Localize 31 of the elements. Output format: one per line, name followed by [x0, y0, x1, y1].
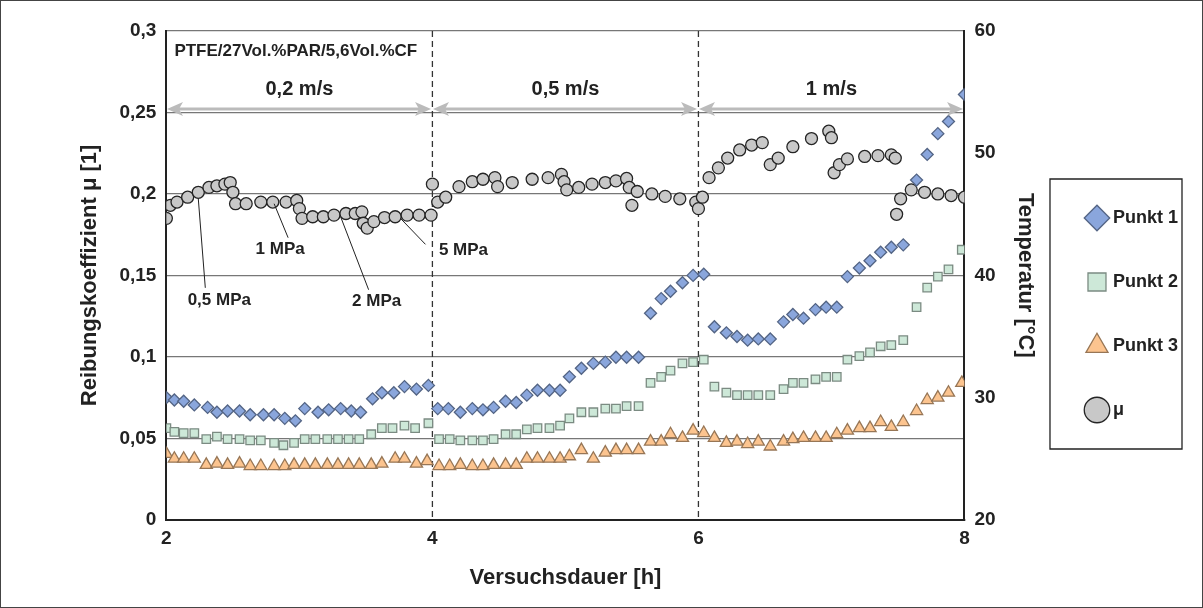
annotation: 0,5 m/s	[531, 76, 600, 99]
annotation: 5 MPa	[438, 240, 489, 260]
y-tick-label: 0,25	[119, 100, 157, 122]
legend-label: Punkt 2	[1112, 270, 1178, 291]
y2-tick-label: 60	[974, 19, 996, 41]
annotation: 1 MPa	[255, 239, 306, 259]
x-tick-label: 2	[161, 527, 172, 549]
annotation: 1 m/s	[805, 76, 858, 99]
y-tick-label: 0,2	[129, 182, 157, 204]
y2-tick-label: 50	[974, 141, 996, 163]
annotation: 0,2 m/s	[265, 76, 334, 99]
x-tick-label: 4	[427, 527, 439, 549]
x-axis-title: Versuchsdauer [h]	[469, 563, 662, 589]
legend-label: Punkt 3	[1112, 334, 1178, 355]
y-axis-title: Reibungskoeffizient μ [1]	[76, 144, 102, 407]
annotation: 0,5 MPa	[187, 289, 252, 309]
annotation: PTFE/27Vol.%PAR/5,6Vol.%CF	[174, 40, 418, 60]
legend-label: μ	[1112, 398, 1124, 419]
y-tick-label: 0,15	[119, 263, 157, 285]
x-tick-label: 6	[693, 527, 704, 549]
y-tick-label: 0,3	[129, 19, 157, 41]
y-tick-label: 0	[145, 508, 157, 530]
x-tick-label: 8	[959, 527, 970, 549]
legend-label: Punkt 1	[1112, 206, 1178, 227]
y2-tick-label: 20	[974, 508, 996, 530]
y-tick-label: 0,05	[119, 426, 157, 448]
y2-tick-label: 40	[974, 263, 996, 285]
y2-tick-label: 30	[974, 385, 996, 407]
y-tick-label: 0,1	[129, 345, 157, 367]
y2-axis-title: Temperatur [°C]	[1013, 192, 1039, 358]
annotation: 2 MPa	[352, 291, 402, 311]
